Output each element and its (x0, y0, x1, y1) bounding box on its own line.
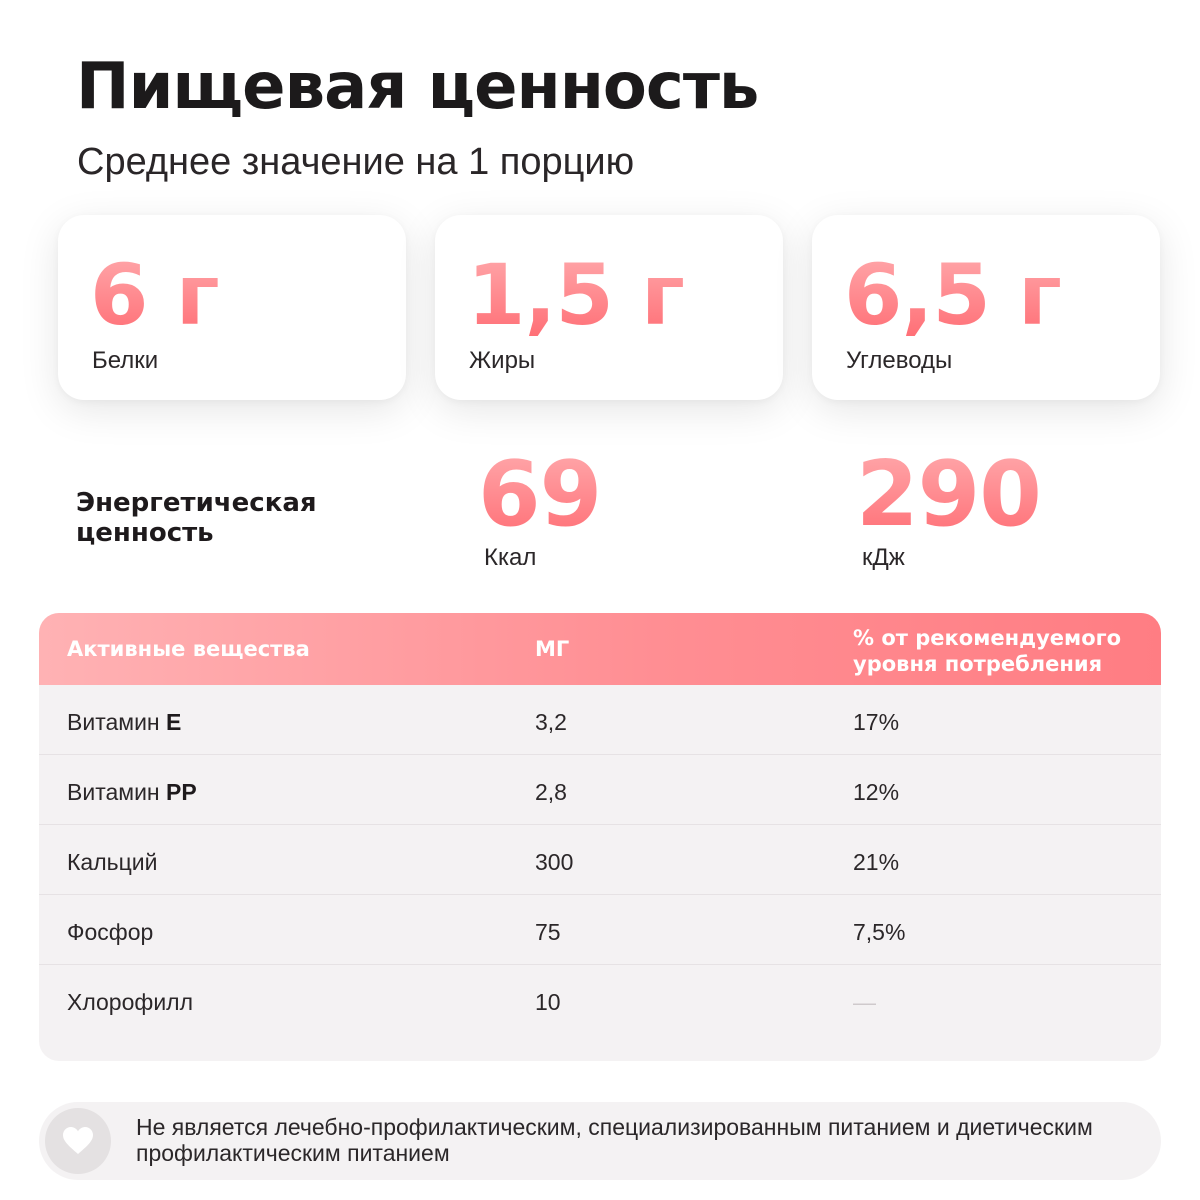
macro-label: Жиры (469, 347, 536, 374)
row-mg: 3,2 (535, 709, 567, 735)
macro-card-fat: 1,5 г Жиры (435, 215, 783, 400)
table-row: Хлорофилл 10 — (39, 965, 1161, 1035)
macro-card-protein: 6 г Белки (58, 215, 406, 400)
heart-icon (45, 1108, 111, 1174)
nutrients-table: Активные вещества МГ % от рекомендуемого… (39, 613, 1161, 1061)
energy-kcal-value: 69 (478, 442, 602, 547)
table-row: Кальций 300 21% (39, 825, 1161, 895)
energy-kj-unit: кДж (862, 544, 905, 571)
row-name: Витамин E (67, 709, 182, 735)
disclaimer-text: Не является лечебно-профилактическим, сп… (136, 1114, 1093, 1166)
column-header-percent: % от рекомендуемого уровня потребления (853, 626, 1122, 676)
page-subtitle: Среднее значение на 1 порцию (77, 141, 635, 183)
page-title: Пищевая ценность (76, 50, 759, 124)
table-header: Активные вещества МГ % от рекомендуемого… (39, 613, 1161, 685)
row-name: Фосфор (67, 919, 154, 945)
row-name: Хлорофилл (67, 989, 194, 1015)
row-name: Кальций (67, 849, 158, 875)
row-percent: 12% (853, 779, 900, 805)
column-header-substance: Активные вещества (67, 637, 310, 661)
row-percent: 17% (853, 709, 900, 735)
table-row: Витамин PP 2,8 12% (39, 755, 1161, 825)
macro-value: 1,5 г (467, 246, 685, 344)
row-percent: 21% (853, 849, 900, 875)
energy-kcal-unit: Ккал (484, 544, 537, 571)
energy-label: Энергетическая ценность (76, 488, 317, 548)
row-mg: 10 (535, 989, 561, 1015)
macro-value: 6 г (90, 246, 220, 344)
row-mg: 300 (535, 849, 574, 875)
energy-kj-value: 290 (856, 442, 1042, 547)
row-percent: — (853, 989, 876, 1015)
column-header-mg: МГ (535, 637, 570, 661)
table-row: Фосфор 75 7,5% (39, 895, 1161, 965)
row-name: Витамин PP (67, 779, 197, 805)
macro-value: 6,5 г (844, 246, 1062, 344)
energy-kj: 290 кДж (856, 442, 1042, 572)
row-percent: 7,5% (853, 919, 906, 945)
energy-kcal: 69 Ккал (478, 442, 602, 572)
macro-card-carbs: 6,5 г Углеводы (812, 215, 1160, 400)
table-row: Витамин E 3,2 17% (39, 685, 1161, 755)
row-mg: 75 (535, 919, 561, 945)
macro-label: Углеводы (846, 347, 953, 374)
disclaimer-note: Не является лечебно-профилактическим, сп… (39, 1102, 1161, 1180)
macro-label: Белки (92, 347, 159, 374)
row-mg: 2,8 (535, 779, 567, 805)
